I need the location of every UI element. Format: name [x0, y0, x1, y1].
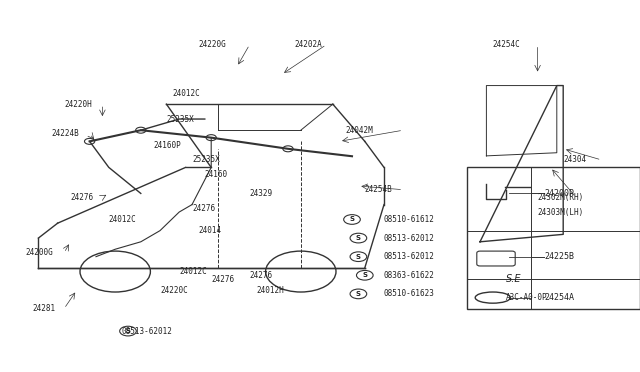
Text: 25235X: 25235X	[166, 115, 194, 124]
Text: 24281: 24281	[32, 304, 55, 313]
Circle shape	[283, 146, 293, 152]
Text: A3C-A0-0P: A3C-A0-0P	[506, 293, 547, 302]
Text: 24276: 24276	[70, 193, 93, 202]
Text: 08513-62012: 08513-62012	[384, 234, 435, 243]
Text: 24254B: 24254B	[365, 185, 392, 194]
Text: 24200P: 24200P	[544, 189, 574, 198]
Text: 24012H: 24012H	[256, 286, 284, 295]
Text: 24276: 24276	[250, 271, 273, 280]
Text: 24014: 24014	[198, 226, 221, 235]
Text: 24012C: 24012C	[179, 267, 207, 276]
Text: 24220G: 24220G	[198, 40, 226, 49]
Text: 08513-62012: 08513-62012	[122, 327, 172, 336]
Text: 24276: 24276	[192, 204, 215, 213]
Text: 24220C: 24220C	[160, 286, 188, 295]
Text: 08513-62012: 08513-62012	[384, 252, 435, 261]
Text: 24160P: 24160P	[154, 141, 181, 150]
Circle shape	[136, 127, 146, 133]
Text: 24276: 24276	[211, 275, 234, 283]
Text: 24012C: 24012C	[109, 215, 136, 224]
Text: 25235X: 25235X	[192, 155, 220, 164]
Circle shape	[84, 138, 95, 144]
Text: 24220H: 24220H	[64, 100, 92, 109]
Text: S: S	[356, 254, 361, 260]
Text: 24254A: 24254A	[544, 293, 574, 302]
Bar	[467, 167, 640, 309]
Text: 24302M(RH): 24302M(RH)	[538, 193, 584, 202]
Text: 24160: 24160	[205, 170, 228, 179]
Text: S: S	[125, 328, 131, 334]
Text: 24012C: 24012C	[173, 89, 200, 97]
Text: 08510-61623: 08510-61623	[384, 289, 435, 298]
Text: S.E: S.E	[506, 274, 521, 284]
Text: 24254C: 24254C	[493, 40, 520, 49]
Text: 24304: 24304	[563, 155, 586, 164]
Text: 24042M: 24042M	[346, 126, 373, 135]
Text: 24202A: 24202A	[294, 40, 322, 49]
Text: 24200G: 24200G	[26, 248, 53, 257]
Text: 08363-61622: 08363-61622	[384, 271, 435, 280]
Text: S: S	[356, 291, 361, 297]
Text: S: S	[356, 235, 361, 241]
Text: 24303M(LH): 24303M(LH)	[538, 208, 584, 217]
Text: 08510-61612: 08510-61612	[384, 215, 435, 224]
Text: 24224B: 24224B	[51, 129, 79, 138]
Text: 24225B: 24225B	[544, 252, 574, 261]
Text: S: S	[349, 217, 355, 222]
Circle shape	[206, 135, 216, 141]
Text: S: S	[362, 272, 367, 278]
Text: 24329: 24329	[250, 189, 273, 198]
